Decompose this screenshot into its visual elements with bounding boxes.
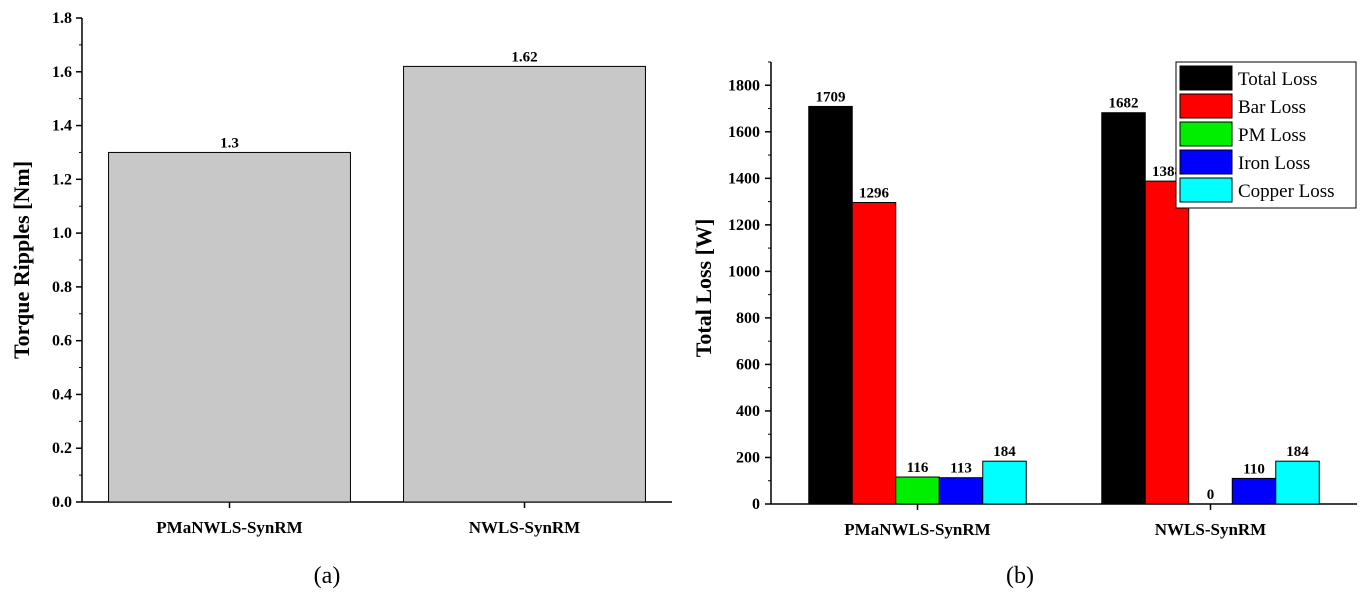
bar (808, 105, 853, 505)
data-label: 0 (1207, 487, 1215, 503)
total-loss-chart: 0 200 400 600 800 1000 1200 1400 1600 1800 Total L… (691, 61, 1357, 589)
y-tick-label: 1.2 (52, 171, 72, 188)
panel-label: (a) (314, 563, 341, 589)
legend-label: Bar Loss (1238, 97, 1306, 118)
data-label: 113 (950, 461, 972, 477)
legend-swatch (1179, 121, 1233, 147)
bar (982, 460, 1027, 505)
data-label: 1709 (816, 89, 846, 105)
bar (1144, 180, 1190, 505)
bar (403, 65, 646, 503)
x-tick-label: PMaNWLS-SynRM (844, 520, 990, 539)
bar (1101, 112, 1146, 505)
y-tick-label: 1.6 (52, 64, 72, 81)
bar (851, 202, 897, 505)
y-tick-label: 0.0 (52, 494, 72, 511)
y-tick-label: 1.4 (52, 118, 72, 135)
y-tick-label: 0.2 (52, 440, 72, 457)
data-label: 110 (1243, 461, 1265, 477)
y-axis-title: Total Loss [W] (691, 219, 716, 358)
legend-swatch (1179, 93, 1233, 119)
bar (108, 151, 351, 503)
data-label: 1.62 (511, 49, 537, 65)
y-tick-label: 1.0 (52, 225, 72, 242)
data-label: 184 (993, 444, 1016, 460)
x-tick-label: NWLS-SynRM (469, 518, 580, 537)
legend-label: Copper Loss (1238, 181, 1335, 202)
data-label: 1388 (1152, 164, 1182, 180)
legend-swatch (1179, 65, 1233, 91)
legend-label: Total Loss (1238, 69, 1317, 90)
data-label: 116 (907, 460, 929, 476)
y-tick-label: 1800 (728, 77, 760, 94)
bar (1275, 460, 1320, 505)
y-tick-label: 0.8 (52, 279, 72, 296)
data-label: 1.3 (220, 135, 239, 151)
y-tick-label: 1600 (728, 124, 760, 141)
x-tick-label: NWLS-SynRM (1155, 520, 1266, 539)
x-tick-label: PMaNWLS-SynRM (156, 518, 302, 537)
legend: Total Loss Bar Loss PM Loss Iron Loss Copper… (1175, 61, 1357, 209)
legend-swatch (1179, 177, 1233, 203)
y-tick-label: 1000 (728, 263, 760, 280)
y-tick-label: 1200 (728, 217, 760, 234)
torque-ripples-chart: 0.0 0.2 0.4 0.6 0.8 1.0 1.2 1.4 1.6 1.8 Torque Rip… (9, 10, 672, 589)
y-tick-label: 800 (736, 310, 760, 327)
data-label: 1682 (1109, 96, 1139, 112)
y-tick-label: 400 (736, 403, 760, 420)
y-tick-label: 1.8 (52, 10, 72, 27)
y-tick-label: 0 (752, 496, 760, 513)
y-tick-label: 600 (736, 356, 760, 373)
bar (938, 477, 984, 505)
y-tick-label: 0.6 (52, 333, 72, 350)
y-tick-label: 1400 (728, 170, 760, 187)
legend-swatch (1179, 149, 1233, 175)
panel-label: (b) (1006, 563, 1034, 589)
y-tick-label: 200 (736, 449, 760, 466)
bar (895, 476, 940, 505)
data-label: 1296 (859, 186, 890, 202)
legend-label: Iron Loss (1238, 153, 1310, 174)
legend-label: PM Loss (1238, 125, 1306, 146)
y-tick-label: 0.4 (52, 386, 72, 403)
y-axis-title: Torque Ripples [Nm] (9, 161, 34, 359)
bar (1231, 477, 1277, 505)
data-label: 184 (1286, 444, 1309, 460)
